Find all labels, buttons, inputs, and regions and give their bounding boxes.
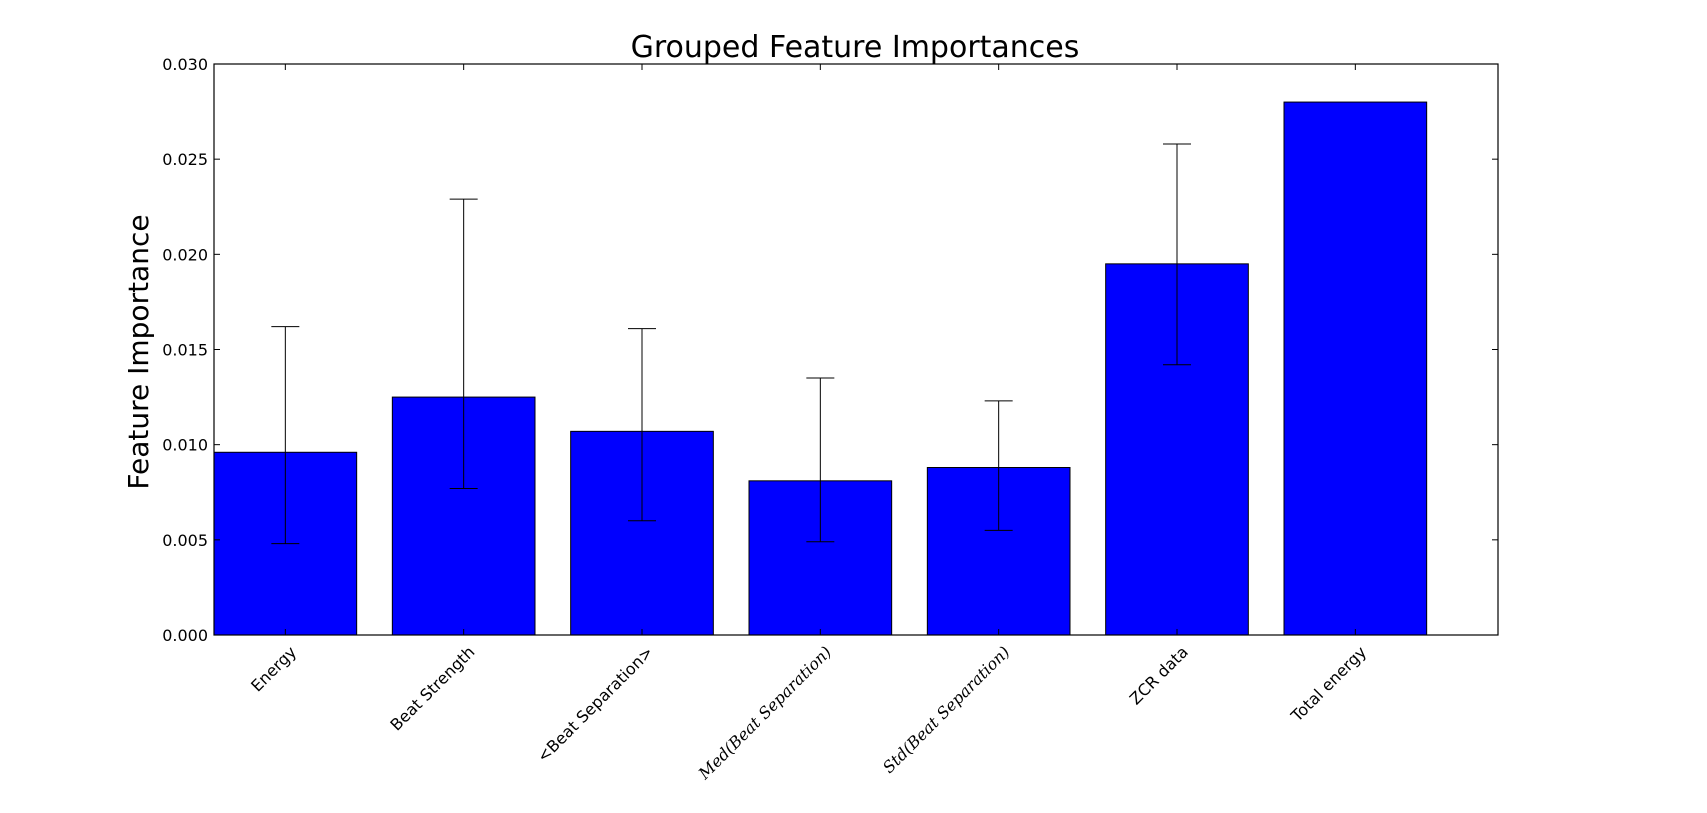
y-tick-label-0: 0.000 [162,626,208,645]
y-tick-label-1: 0.005 [162,531,208,550]
category-label-4: Std(Beat Separation) [879,642,1014,777]
y-axis-label: Feature Importance [122,214,155,489]
y-tick-label-5: 0.025 [162,150,208,169]
y-tick-label-3: 0.015 [162,341,208,360]
category-label-1: Beat Strength [386,642,478,734]
category-label-3: Med(Beat Separation) [694,642,835,783]
y-tick-label-2: 0.010 [162,436,208,455]
chart-title: Grouped Feature Importances [631,30,1080,65]
bars-layer [213,101,1428,636]
category-labels: Energy Beat Strength <Beat Separation> Med(… [247,642,1370,783]
ticks-layer: 0.000 0.005 0.010 0.015 0.020 0.025 0.030 [162,55,1498,645]
category-label-6: Total energy [1287,642,1371,726]
y-tick-label-6: 0.030 [162,55,208,74]
category-label-0: Energy [247,642,300,695]
y-tick-label-4: 0.020 [162,245,208,264]
error-bars-layer [271,143,1191,545]
bar-6 [1283,101,1428,636]
category-label-5: ZCR data [1126,642,1192,708]
category-label-2: <Beat Separation> [533,642,657,766]
